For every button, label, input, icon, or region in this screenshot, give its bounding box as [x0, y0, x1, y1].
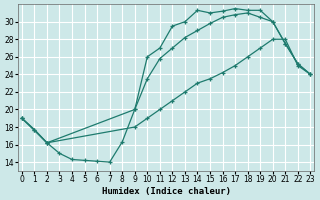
X-axis label: Humidex (Indice chaleur): Humidex (Indice chaleur): [102, 187, 231, 196]
